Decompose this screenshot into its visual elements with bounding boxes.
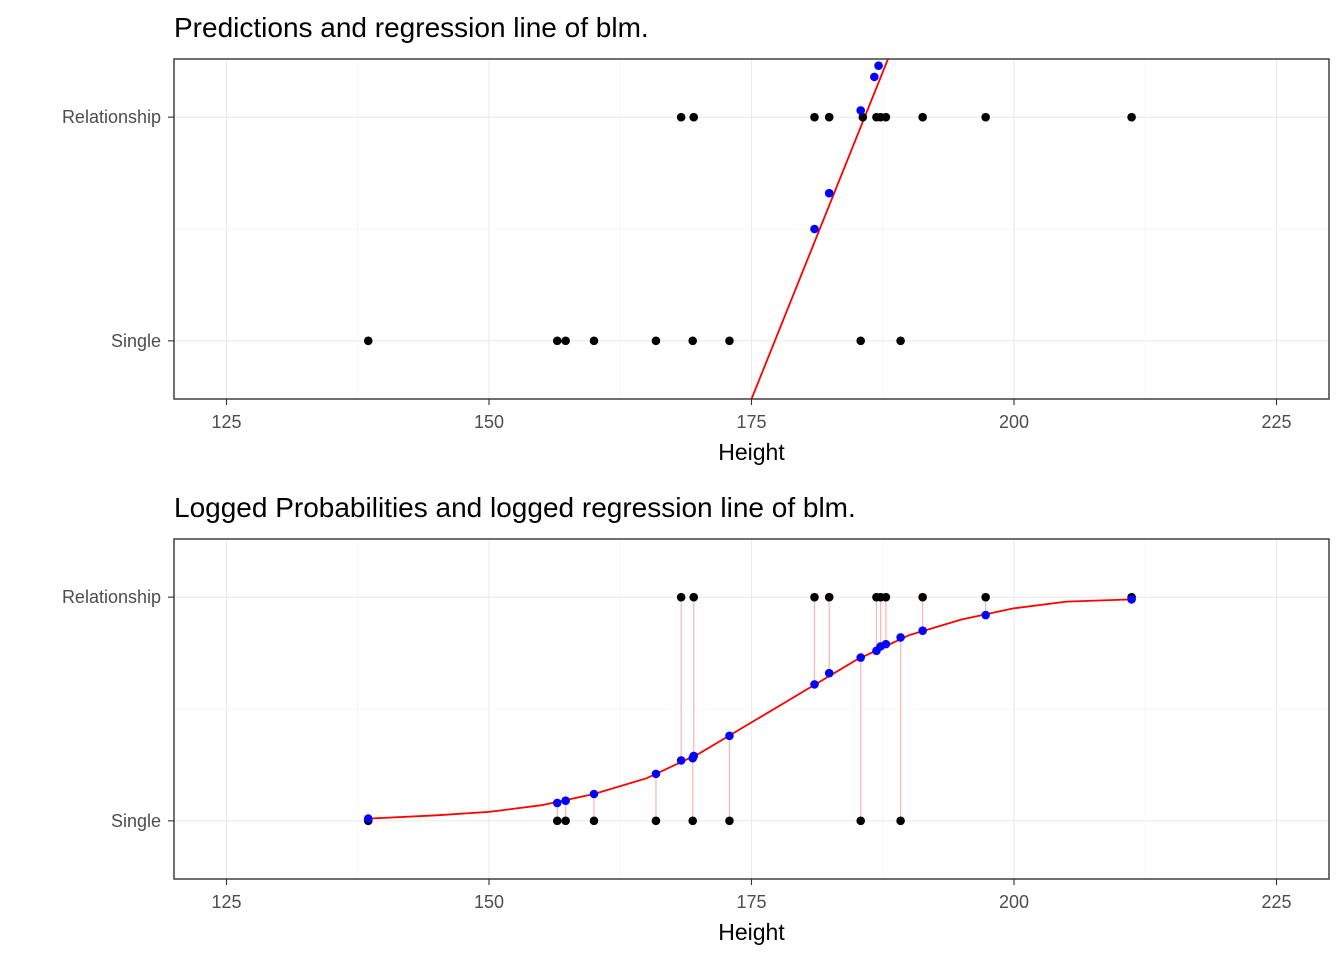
observed-point [689,112,699,122]
predicted-point [870,72,879,82]
observed-point [981,112,990,122]
y-tick-label: Single [111,811,161,831]
predicted-point [874,61,883,71]
chart-title: Predictions and regression line of blm. [174,12,649,43]
grid [174,539,1329,879]
x-axis-label: Height [718,919,785,945]
x-axis-ticks: 125 150 175 200 225 [211,399,1292,432]
observed-point [589,336,599,346]
predicted-point [810,224,819,234]
x-tick-label: 225 [1261,412,1291,432]
x-tick-label: 200 [999,412,1029,432]
predicted-point [810,680,819,689]
y-axis-ticks: Single Relationship [62,587,174,831]
series-points [363,61,1136,346]
x-tick-label: 200 [999,892,1029,912]
series-points [363,592,1136,826]
predicted-point [918,626,927,636]
observed-point [552,336,562,346]
predicted-point [856,653,865,662]
observed-point [856,816,865,826]
observed-point [689,592,699,602]
observed-point [363,336,373,346]
observed-point [688,816,697,826]
y-tick-label: Relationship [62,107,161,127]
x-axis-ticks: 125 150 175 200 225 [211,879,1292,912]
observed-point [651,816,661,826]
observed-point [725,816,734,826]
observed-point [676,112,686,122]
observed-point [858,112,868,122]
predicted-point [589,789,599,799]
x-tick-label: 125 [211,412,241,432]
panel-logged-probabilities: Logged Probabilities and logged regressi… [62,492,1330,945]
observed-point [918,592,927,602]
observed-point [881,592,891,602]
x-tick-label: 125 [211,892,241,912]
observed-point [981,592,990,602]
predicted-point [552,798,562,808]
predicted-point [824,188,834,198]
observed-point [918,112,927,122]
observed-point [881,112,891,122]
predicted-point [676,756,686,765]
observed-point [810,112,819,122]
observed-point [896,816,905,826]
observed-point [676,592,686,602]
grid [174,59,1329,399]
predicted-point [363,814,373,823]
chart-title: Logged Probabilities and logged regressi… [174,492,856,523]
predicted-point [856,106,865,115]
observed-point [856,336,865,346]
predicted-point [881,639,891,649]
y-tick-label: Relationship [62,587,161,607]
series-lines [367,597,1133,821]
observed-point [552,816,562,826]
predicted-point [981,610,990,620]
x-tick-label: 175 [736,892,766,912]
observed-point [810,592,819,602]
x-tick-label: 225 [1261,892,1291,912]
panel-predictions: Predictions and regression line of blm. … [62,12,1330,465]
x-tick-label: 150 [474,892,504,912]
observed-point [824,592,834,602]
predicted-point [1127,595,1136,604]
predicted-point [824,668,834,678]
observed-point [824,112,834,122]
observed-point [1127,112,1136,122]
y-tick-label: Single [111,331,161,351]
observed-point [651,336,661,346]
observed-point [561,816,570,826]
predicted-point [725,731,734,741]
observed-point [725,336,734,346]
predicted-point [561,796,570,806]
observed-point [589,816,599,826]
observed-point [561,336,570,346]
observed-point [688,336,697,346]
y-axis-ticks: Single Relationship [62,107,174,351]
predicted-point [651,769,661,779]
observed-point [896,336,905,346]
logistic-regression-curve [368,598,1132,820]
x-axis-label: Height [718,439,785,465]
predicted-point [896,633,905,642]
x-tick-label: 150 [474,412,504,432]
predicted-point [689,751,699,761]
x-tick-label: 175 [736,412,766,432]
